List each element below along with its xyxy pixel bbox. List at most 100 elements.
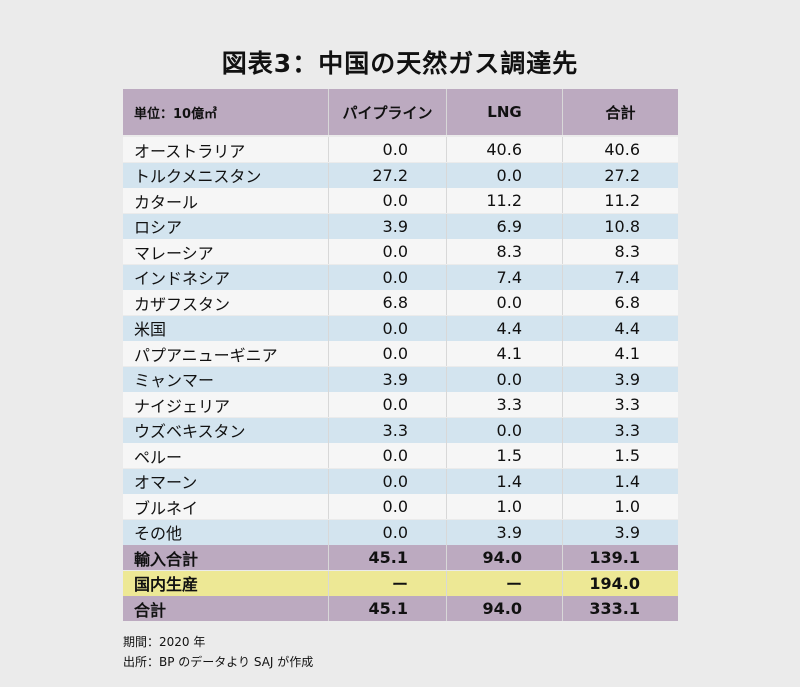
total-value: 3.3 bbox=[562, 392, 678, 417]
footnote-source: 出所：BP のデータより SAJ が作成 bbox=[123, 655, 314, 669]
total-value: 1.0 bbox=[562, 494, 678, 519]
table-row: カタール 0.0 11.2 11.2 bbox=[123, 188, 678, 213]
total-value: 4.1 bbox=[562, 341, 678, 366]
table-row: ロシア 3.9 6.9 10.8 bbox=[123, 213, 678, 239]
row-label: ブルネイ bbox=[123, 494, 328, 519]
pipeline-value: 0.0 bbox=[328, 519, 446, 545]
pipeline-value: 0.0 bbox=[328, 137, 446, 162]
header-pipeline: パイプライン bbox=[328, 89, 446, 135]
table-row: その他 0.0 3.9 3.9 bbox=[123, 519, 678, 545]
table-row: インドネシア 0.0 7.4 7.4 bbox=[123, 264, 678, 290]
total-value: 6.8 bbox=[562, 290, 678, 315]
pipeline-value: 3.9 bbox=[328, 213, 446, 239]
table-row: ウズベキスタン 3.3 0.0 3.3 bbox=[123, 417, 678, 443]
footnotes: 期間：2020 年 出所：BP のデータより SAJ が作成 bbox=[123, 632, 313, 672]
row-label: ナイジェリア bbox=[123, 392, 328, 417]
pipeline-value: 0.0 bbox=[328, 443, 446, 468]
lng-value: 4.4 bbox=[446, 315, 562, 341]
lng-value: ー bbox=[446, 570, 562, 596]
pipeline-value: 27.2 bbox=[328, 162, 446, 188]
row-label: パプアニューギニア bbox=[123, 341, 328, 366]
total-value: 27.2 bbox=[562, 162, 678, 188]
row-label: 合計 bbox=[123, 596, 328, 621]
lng-value: 94.0 bbox=[446, 545, 562, 570]
pipeline-value: 0.0 bbox=[328, 188, 446, 213]
pipeline-value: 6.8 bbox=[328, 290, 446, 315]
lng-value: 1.5 bbox=[446, 443, 562, 468]
header-total: 合計 bbox=[562, 89, 678, 135]
pipeline-value: 0.0 bbox=[328, 239, 446, 264]
row-label: その他 bbox=[123, 519, 328, 545]
table-row: オーストラリア 0.0 40.6 40.6 bbox=[123, 137, 678, 162]
pipeline-value: 0.0 bbox=[328, 341, 446, 366]
data-table: 単位：10億㎥ パイプライン LNG 合計 オーストラリア 0.0 40.6 40.6… bbox=[123, 89, 678, 622]
row-label: トルクメニスタン bbox=[123, 162, 328, 188]
total-value: 11.2 bbox=[562, 188, 678, 213]
pipeline-value: 0.0 bbox=[328, 315, 446, 341]
table-row: ブルネイ 0.0 1.0 1.0 bbox=[123, 494, 678, 519]
table-header: 単位：10億㎥ パイプライン LNG 合計 bbox=[123, 89, 678, 135]
lng-value: 8.3 bbox=[446, 239, 562, 264]
total-value: 3.9 bbox=[562, 519, 678, 545]
total-value: 8.3 bbox=[562, 239, 678, 264]
footnote-period: 期間：2020 年 bbox=[123, 635, 206, 649]
total-value: 3.3 bbox=[562, 417, 678, 443]
table-row: パプアニューギニア 0.0 4.1 4.1 bbox=[123, 341, 678, 366]
total-value: 1.4 bbox=[562, 468, 678, 494]
table-row: カザフスタン 6.8 0.0 6.8 bbox=[123, 290, 678, 315]
lng-value: 94.0 bbox=[446, 596, 562, 621]
lng-value: 3.9 bbox=[446, 519, 562, 545]
lng-value: 0.0 bbox=[446, 162, 562, 188]
row-label: ウズベキスタン bbox=[123, 417, 328, 443]
table-body: オーストラリア 0.0 40.6 40.6 トルクメニスタン 27.2 0.0 27.2 カター… bbox=[123, 137, 678, 621]
row-label: ミャンマー bbox=[123, 366, 328, 392]
pipeline-value: 0.0 bbox=[328, 264, 446, 290]
lng-value: 0.0 bbox=[446, 417, 562, 443]
row-label: 米国 bbox=[123, 315, 328, 341]
table-row: 輸入合計 45.1 94.0 139.1 bbox=[123, 545, 678, 570]
lng-value: 6.9 bbox=[446, 213, 562, 239]
pipeline-value: ー bbox=[328, 570, 446, 596]
table-row: ペルー 0.0 1.5 1.5 bbox=[123, 443, 678, 468]
total-value: 7.4 bbox=[562, 264, 678, 290]
pipeline-value: 45.1 bbox=[328, 545, 446, 570]
pipeline-value: 3.3 bbox=[328, 417, 446, 443]
lng-value: 3.3 bbox=[446, 392, 562, 417]
pipeline-value: 0.0 bbox=[328, 468, 446, 494]
table-row: トルクメニスタン 27.2 0.0 27.2 bbox=[123, 162, 678, 188]
table-row: ミャンマー 3.9 0.0 3.9 bbox=[123, 366, 678, 392]
header-unit: 単位：10億㎥ bbox=[123, 89, 328, 135]
total-value: 40.6 bbox=[562, 137, 678, 162]
header-lng: LNG bbox=[446, 89, 562, 135]
pipeline-value: 45.1 bbox=[328, 596, 446, 621]
pipeline-value: 0.0 bbox=[328, 392, 446, 417]
row-label: オーストラリア bbox=[123, 137, 328, 162]
pipeline-value: 3.9 bbox=[328, 366, 446, 392]
table-row: 合計 45.1 94.0 333.1 bbox=[123, 596, 678, 621]
row-label: カザフスタン bbox=[123, 290, 328, 315]
row-label: カタール bbox=[123, 188, 328, 213]
row-label: ロシア bbox=[123, 213, 328, 239]
total-value: 333.1 bbox=[562, 596, 678, 621]
row-label: オマーン bbox=[123, 468, 328, 494]
lng-value: 1.0 bbox=[446, 494, 562, 519]
chart-title: 図表3：中国の天然ガス調達先 bbox=[221, 49, 579, 78]
row-label: ペルー bbox=[123, 443, 328, 468]
table-row: オマーン 0.0 1.4 1.4 bbox=[123, 468, 678, 494]
lng-value: 4.1 bbox=[446, 341, 562, 366]
total-value: 139.1 bbox=[562, 545, 678, 570]
total-value: 194.0 bbox=[562, 570, 678, 596]
table-row: 米国 0.0 4.4 4.4 bbox=[123, 315, 678, 341]
table-row: マレーシア 0.0 8.3 8.3 bbox=[123, 239, 678, 264]
lng-value: 0.0 bbox=[446, 290, 562, 315]
total-value: 1.5 bbox=[562, 443, 678, 468]
table-row: ナイジェリア 0.0 3.3 3.3 bbox=[123, 392, 678, 417]
lng-value: 40.6 bbox=[446, 137, 562, 162]
total-value: 10.8 bbox=[562, 213, 678, 239]
row-label: 国内生産 bbox=[123, 570, 328, 596]
table-row: 国内生産ーー 194.0 bbox=[123, 570, 678, 596]
lng-value: 0.0 bbox=[446, 366, 562, 392]
pipeline-value: 0.0 bbox=[328, 494, 446, 519]
row-label: 輸入合計 bbox=[123, 545, 328, 570]
lng-value: 1.4 bbox=[446, 468, 562, 494]
